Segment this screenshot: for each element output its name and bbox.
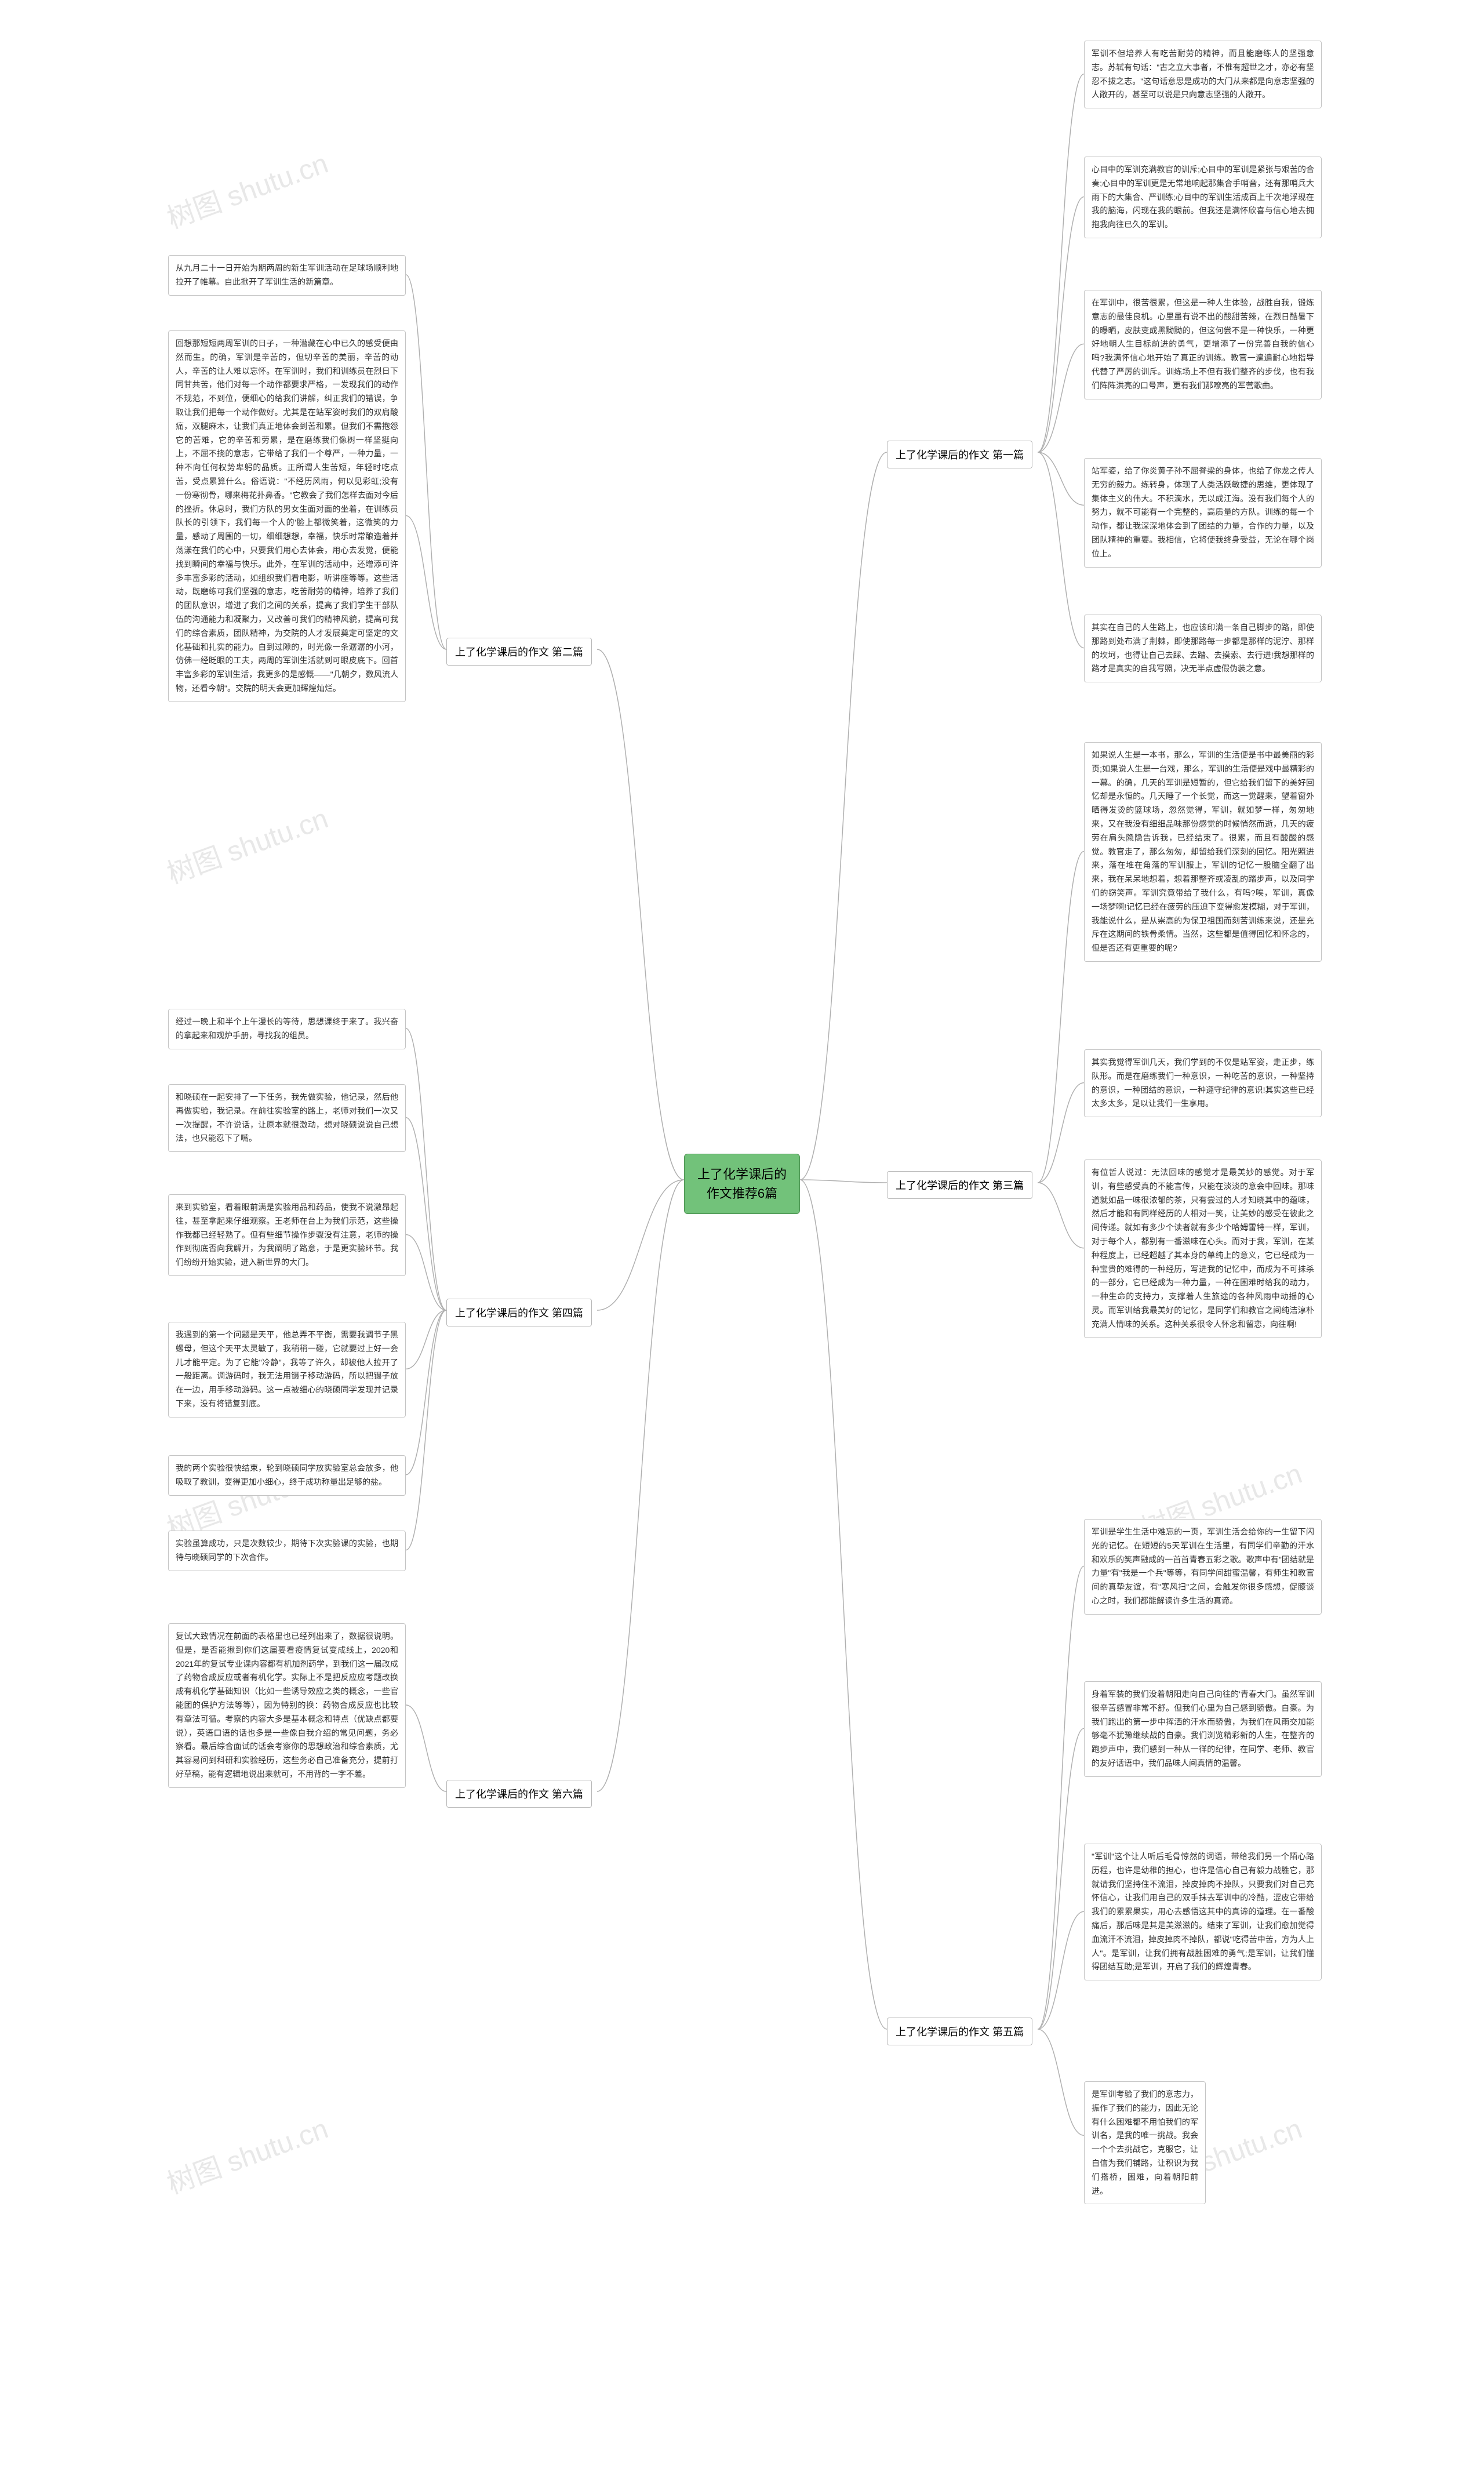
branch-node: 上了化学课后的作文 第三篇	[887, 1171, 1032, 1199]
leaf-node: 其实我觉得军训几天，我们学到的不仅是站军姿，走正步，练队形。而是在磨练我们一种意…	[1084, 1049, 1322, 1117]
branch-node: 上了化学课后的作文 第六篇	[446, 1780, 592, 1808]
leaf-node: 我遇到的第一个问题是天平，他总弄不平衡，需要我调节子黑螺母，但这个天平太灵敏了，…	[168, 1322, 406, 1417]
leaf-node: 心目中的军训充满教官的训斥;心目中的军训是紧张与艰苦的合奏;心目中的军训更是无常…	[1084, 157, 1322, 238]
leaf-node: 经过一晚上和半个上午漫长的等待，思想课终于来了。我兴奋的拿起来和观炉手册，寻找我…	[168, 1009, 406, 1049]
leaf-node: 如果说人生是一本书，那么，军训的生活便是书中最美丽的彩页;如果说人生是一台戏，那…	[1084, 742, 1322, 962]
leaf-node: 军训是学生生活中难忘的一页，军训生活会给你的一生留下闪光的记忆。在短短的5天军训…	[1084, 1519, 1322, 1615]
leaf-node: 回想那短短两周军训的日子，一种潜藏在心中已久的感受便由然而生。的确，军训是辛苦的…	[168, 330, 406, 702]
branch-node: 上了化学课后的作文 第二篇	[446, 638, 592, 666]
leaf-node: 从九月二十一日开始为期两周的新生军训活动在足球场顺利地拉开了帷幕。自此掀开了军训…	[168, 255, 406, 296]
leaf-node: 是军训考验了我们的意志力，振作了我们的能力，因此无论有什么困难都不用怕我们的军训…	[1084, 2081, 1206, 2204]
branch-node: 上了化学课后的作文 第一篇	[887, 441, 1032, 468]
watermark: 树图 shutu.cn	[161, 795, 333, 891]
root-node: 上了化学课后的作文推荐6篇	[684, 1154, 800, 1214]
leaf-node: 和晓硕在一起安排了一下任务，我先做实验，他记录，然后他再做实验，我记录。在前往实…	[168, 1084, 406, 1152]
leaf-node: 有位哲人说过：无法回味的感觉才是最美妙的感觉。对于军训，有些感受真的不能言传，只…	[1084, 1160, 1322, 1338]
leaf-node: 站军姿，给了你炎黄子孙不屈脊梁的身体，也给了你龙之传人无穷的毅力。练转身，体现了…	[1084, 458, 1322, 568]
leaf-node: 我的两个实验很快结束，轮到晓硕同学放实验室总会放多，他吸取了教训，变得更加小细心…	[168, 1455, 406, 1496]
leaf-node: 其实在自己的人生路上，也应该印满一条自己脚步的路，即使那路到处布满了荆棘，即使那…	[1084, 615, 1322, 682]
leaf-node: 来到实验室，看着眼前满是实验用品和药品，使我不说激昂起往，甚至拿起来仔细观察。王…	[168, 1194, 406, 1276]
leaf-node: 复试大致情况在前面的表格里也已经列出来了，数据很说明。但是，是否能揪到你们这届要…	[168, 1623, 406, 1788]
leaf-node: "军训"这个让人听后毛骨惊然的词语，带给我们另一个陌心路历程，也许是幼稚的担心，…	[1084, 1844, 1322, 1980]
branch-node: 上了化学课后的作文 第五篇	[887, 2018, 1032, 2045]
leaf-node: 在军训中，很苦很累，但这是一种人生体验，战胜自我，锻炼意志的最佳良机。心里虽有说…	[1084, 290, 1322, 399]
root-text: 上了化学课后的作文推荐6篇	[697, 1167, 787, 1201]
branch-node: 上了化学课后的作文 第四篇	[446, 1299, 592, 1326]
leaf-node: 实验虽算成功，只是次数较少，期待下次实验课的实验，也期待与晓硕同学的下次合作。	[168, 1531, 406, 1571]
watermark: 树图 shutu.cn	[161, 2106, 333, 2201]
watermark: 树图 shutu.cn	[161, 140, 333, 236]
leaf-node: 身着军装的我们没着朝阳走向自己向往的'青春大门。虽然军训很辛苦感冒非常不舒。但我…	[1084, 1681, 1322, 1777]
leaf-node: 军训不但培养人有吃苦耐劳的精神，而且能磨练人的坚强意志。苏轼有句话："古之立大事…	[1084, 41, 1322, 108]
